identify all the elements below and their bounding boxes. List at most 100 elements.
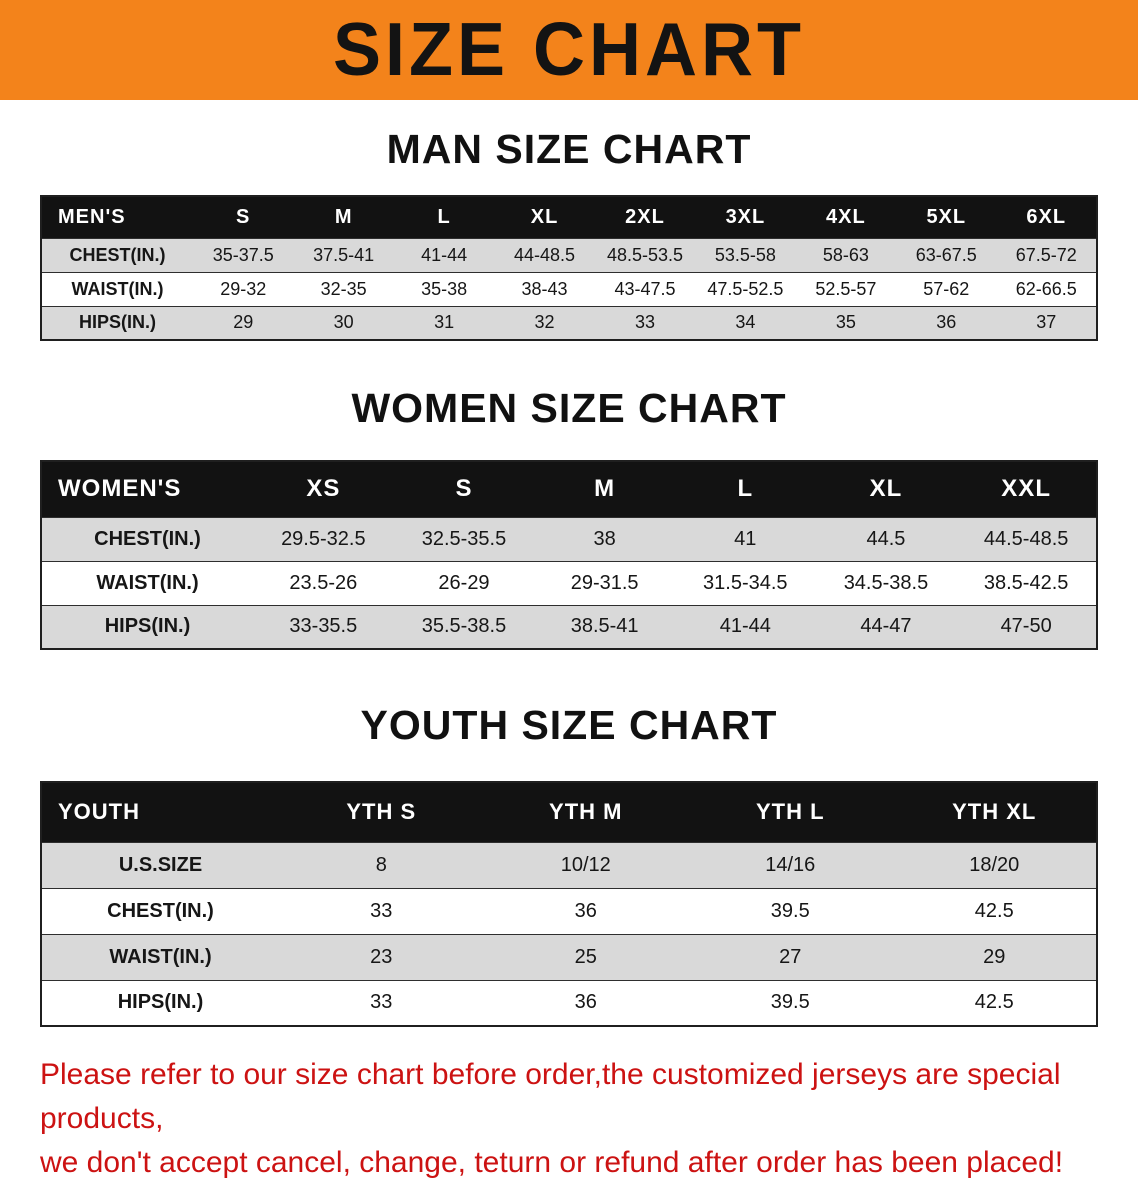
table-header-row: WOMEN'S XS S M L XL XXL xyxy=(41,461,1097,517)
women-section: WOMEN SIZE CHART WOMEN'S XS S M L XL XXL CHEST(… xyxy=(0,385,1138,650)
size-value-cell: 32-35 xyxy=(320,278,367,299)
size-value-cell: 29.5-32.5 xyxy=(281,527,366,550)
youth-size-table: YOUTH YTH S YTH M YTH L YTH XL U.S.SIZE 8 10/12… xyxy=(40,781,1098,1027)
size-value-cell: 23.5-26 xyxy=(289,571,358,594)
row-label: WAIST(IN.) xyxy=(96,571,199,594)
size-value-cell: 36 xyxy=(936,312,957,333)
table-row: HIPS(IN.) 33-35.5 35.5-38.5 38.5-41 41-44 44-… xyxy=(41,605,1097,649)
size-value-cell: 34.5-38.5 xyxy=(843,571,929,594)
size-value-cell: 44-48.5 xyxy=(514,244,576,265)
row-label: HIPS(IN.) xyxy=(117,991,204,1014)
table-row: WAIST(IN.) 23.5-26 26-29 29-31.5 31.5-34.5 34… xyxy=(41,561,1097,605)
size-value-cell: 39.5 xyxy=(770,991,810,1014)
size-value-cell: 29-31.5 xyxy=(570,571,639,594)
size-value-cell: 63-67.5 xyxy=(915,244,977,265)
table-header-row: MEN'S S M L XL 2XL 3XL 4XL 5XL 6XL xyxy=(41,196,1097,238)
column-header: 3XL xyxy=(725,205,766,228)
size-value-cell: 42.5 xyxy=(974,991,1014,1014)
footer-line-1: Please refer to our size chart before or… xyxy=(40,1058,1061,1135)
size-value-cell: 52.5-57 xyxy=(815,278,877,299)
size-value-cell: 58-63 xyxy=(822,244,869,265)
column-header: YTH M xyxy=(549,799,623,825)
size-value-cell: 10/12 xyxy=(560,853,611,876)
size-value-cell: 38.5-42.5 xyxy=(983,571,1069,594)
table-row: CHEST(IN.) 35-37.5 37.5-41 41-44 44-48.5 48.5… xyxy=(41,238,1097,272)
size-value-cell: 38 xyxy=(593,527,616,550)
column-header: YTH S xyxy=(346,799,417,825)
size-value-cell: 8 xyxy=(375,853,387,876)
row-label: CHEST(IN.) xyxy=(69,244,166,265)
column-header: YTH L xyxy=(755,799,825,825)
size-value-cell: 36 xyxy=(574,899,597,922)
size-value-cell: 33 xyxy=(634,312,655,333)
size-value-cell: 18/20 xyxy=(969,853,1020,876)
column-header: XL xyxy=(869,475,903,503)
column-header: 4XL xyxy=(826,205,866,228)
table-row: WAIST(IN.) 23 25 27 29 xyxy=(41,934,1097,980)
footer-note: Please refer to our size chart before or… xyxy=(40,1053,1110,1185)
row-label: WAIST(IN.) xyxy=(71,278,164,299)
column-header: M xyxy=(594,475,616,503)
table-row: CHEST(IN.) 33 36 39.5 42.5 xyxy=(41,888,1097,934)
size-value-cell: 53.5-58 xyxy=(714,244,776,265)
table-row: HIPS(IN.) 33 36 39.5 42.5 xyxy=(41,980,1097,1026)
column-header: 2XL xyxy=(625,205,665,228)
row-label: CHEST(IN.) xyxy=(94,527,201,550)
table-row: HIPS(IN.) 29 30 31 32 33 34 35 36 37 xyxy=(41,306,1097,340)
size-value-cell: 44.5-48.5 xyxy=(983,527,1069,550)
page-title: SIZE CHART xyxy=(333,8,805,93)
size-value-cell: 41-44 xyxy=(719,615,771,638)
men-size-table: MEN'S S M L XL 2XL 3XL 4XL 5XL 6XL CHEST(IN.) 35-37… xyxy=(40,195,1098,341)
footer-line-2: we don't accept cancel, change, teturn o… xyxy=(40,1146,1064,1179)
size-value-cell: 48.5-53.5 xyxy=(606,244,683,265)
size-value-cell: 37 xyxy=(1036,312,1057,333)
banner: SIZE CHART xyxy=(0,0,1138,100)
size-value-cell: 39.5 xyxy=(770,899,810,922)
size-value-cell: 47.5-52.5 xyxy=(707,278,784,299)
size-value-cell: 35-38 xyxy=(421,278,468,299)
size-value-cell: 32.5-35.5 xyxy=(421,527,507,550)
size-value-cell: 29 xyxy=(983,945,1006,968)
size-value-cell: 34 xyxy=(735,312,756,333)
table-row: CHEST(IN.) 29.5-32.5 32.5-35.5 38 41 44.5 44.5… xyxy=(41,517,1097,561)
size-value-cell: 38-43 xyxy=(521,278,568,299)
table-row: WAIST(IN.) 29-32 32-35 35-38 38-43 43-47.5 47.… xyxy=(41,272,1097,306)
row-label: CHEST(IN.) xyxy=(107,899,214,922)
size-value-cell: 44-47 xyxy=(860,615,912,638)
column-header: M xyxy=(334,205,353,228)
size-value-cell: 35 xyxy=(835,312,856,333)
size-value-cell: 33 xyxy=(370,991,393,1014)
table-header-label: MEN'S xyxy=(58,205,126,228)
size-value-cell: 36 xyxy=(574,991,597,1014)
size-value-cell: 26-29 xyxy=(438,571,490,594)
column-header: XXL xyxy=(1001,475,1051,503)
size-value-cell: 38.5-41 xyxy=(570,615,639,638)
size-value-cell: 57-62 xyxy=(923,278,970,299)
column-header: L xyxy=(437,205,451,228)
size-value-cell: 29 xyxy=(233,312,254,333)
column-header: S xyxy=(455,475,473,503)
size-value-cell: 41 xyxy=(734,527,757,550)
size-value-cell: 35-37.5 xyxy=(212,244,274,265)
size-value-cell: 44.5 xyxy=(866,527,906,550)
table-header-label: YOUTH xyxy=(58,799,140,825)
row-label: WAIST(IN.) xyxy=(109,945,212,968)
size-value-cell: 31 xyxy=(434,312,455,333)
column-header: 5XL xyxy=(926,205,967,228)
size-value-cell: 43-47.5 xyxy=(614,278,676,299)
size-value-cell: 37.5-41 xyxy=(313,244,375,265)
size-value-cell: 33-35.5 xyxy=(289,615,358,638)
column-header: YTH XL xyxy=(952,799,1037,825)
column-header: XL xyxy=(530,205,559,228)
size-value-cell: 62-66.5 xyxy=(1015,278,1077,299)
column-header: L xyxy=(737,475,754,503)
size-value-cell: 35.5-38.5 xyxy=(421,615,507,638)
size-value-cell: 31.5-34.5 xyxy=(703,571,788,594)
column-header: XS xyxy=(306,475,341,503)
column-header: S xyxy=(236,205,251,228)
row-label: HIPS(IN.) xyxy=(78,312,156,333)
size-value-cell: 47-50 xyxy=(1000,615,1052,638)
size-value-cell: 33 xyxy=(370,899,393,922)
table-row: U.S.SIZE 8 10/12 14/16 18/20 xyxy=(41,842,1097,888)
size-value-cell: 42.5 xyxy=(974,899,1014,922)
